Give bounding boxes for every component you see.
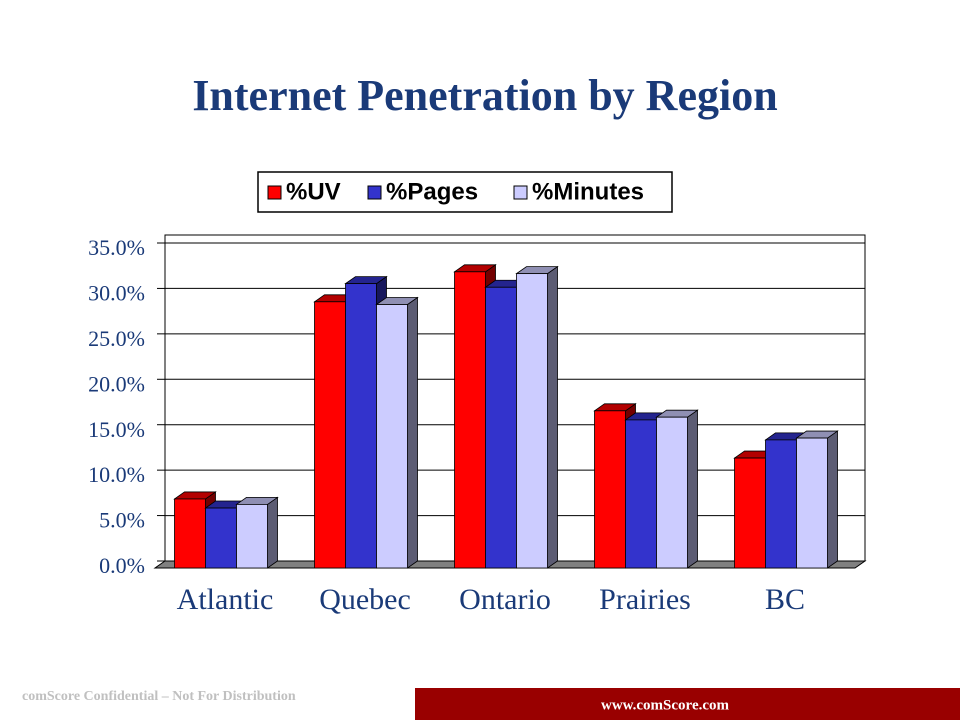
bar [734, 457, 766, 569]
website: www.comScore.com [601, 697, 730, 713]
legend-box [257, 171, 673, 213]
footer-bar [415, 688, 960, 720]
x-tick-label: BC [765, 583, 805, 616]
bar-group [795, 430, 839, 569]
legend: %UV %Pages %Minutes [267, 178, 644, 205]
y-tick-label: 0.0% [99, 553, 145, 578]
bar-group [655, 409, 699, 569]
bar-group [375, 296, 419, 569]
bar [656, 416, 688, 569]
legend-label: %Pages [386, 178, 478, 205]
y-tick-label: 15.0% [88, 417, 145, 442]
bar-side [407, 296, 418, 569]
bar-group [235, 496, 279, 569]
bar [594, 410, 626, 569]
legend-swatch [267, 185, 282, 200]
bar [454, 271, 486, 569]
bar [174, 498, 206, 569]
legend-swatch [367, 185, 382, 200]
legend-swatch [513, 185, 528, 200]
x-tick-label: Atlantic [177, 583, 274, 616]
chart-title: Internet Penetration by Region [192, 71, 777, 120]
y-tick-label: 10.0% [88, 462, 145, 487]
legend-label: %UV [286, 178, 341, 205]
bar-group [515, 265, 559, 569]
x-tick-label: Ontario [459, 583, 551, 616]
legend-label: %Minutes [532, 178, 644, 205]
y-tick-label: 30.0% [88, 280, 145, 305]
bar [345, 283, 377, 569]
plot: 0.0% 5.0% 10.0% 15.0% 20.0% 25.0% 30.0% 35.0% At… [88, 234, 867, 616]
x-tick-label: Prairies [599, 583, 691, 616]
confidential-note: comScore Confidential – Not For Distribu… [22, 689, 296, 704]
bar [314, 301, 346, 569]
bar [765, 439, 797, 569]
bar [516, 273, 548, 569]
bar-side [267, 496, 278, 569]
bar [376, 304, 408, 569]
y-tick-label: 35.0% [88, 235, 145, 260]
bar-side [687, 409, 698, 569]
y-tick-label: 25.0% [88, 326, 145, 351]
bar-side [547, 265, 558, 569]
x-tick-label: Quebec [319, 583, 411, 616]
bar [205, 507, 237, 569]
bar [485, 286, 517, 569]
bar [625, 419, 657, 569]
bar [796, 437, 828, 569]
bar-side [827, 430, 838, 569]
y-tick-label: 5.0% [99, 508, 145, 533]
bar [236, 503, 268, 569]
y-tick-label: 20.0% [88, 371, 145, 396]
